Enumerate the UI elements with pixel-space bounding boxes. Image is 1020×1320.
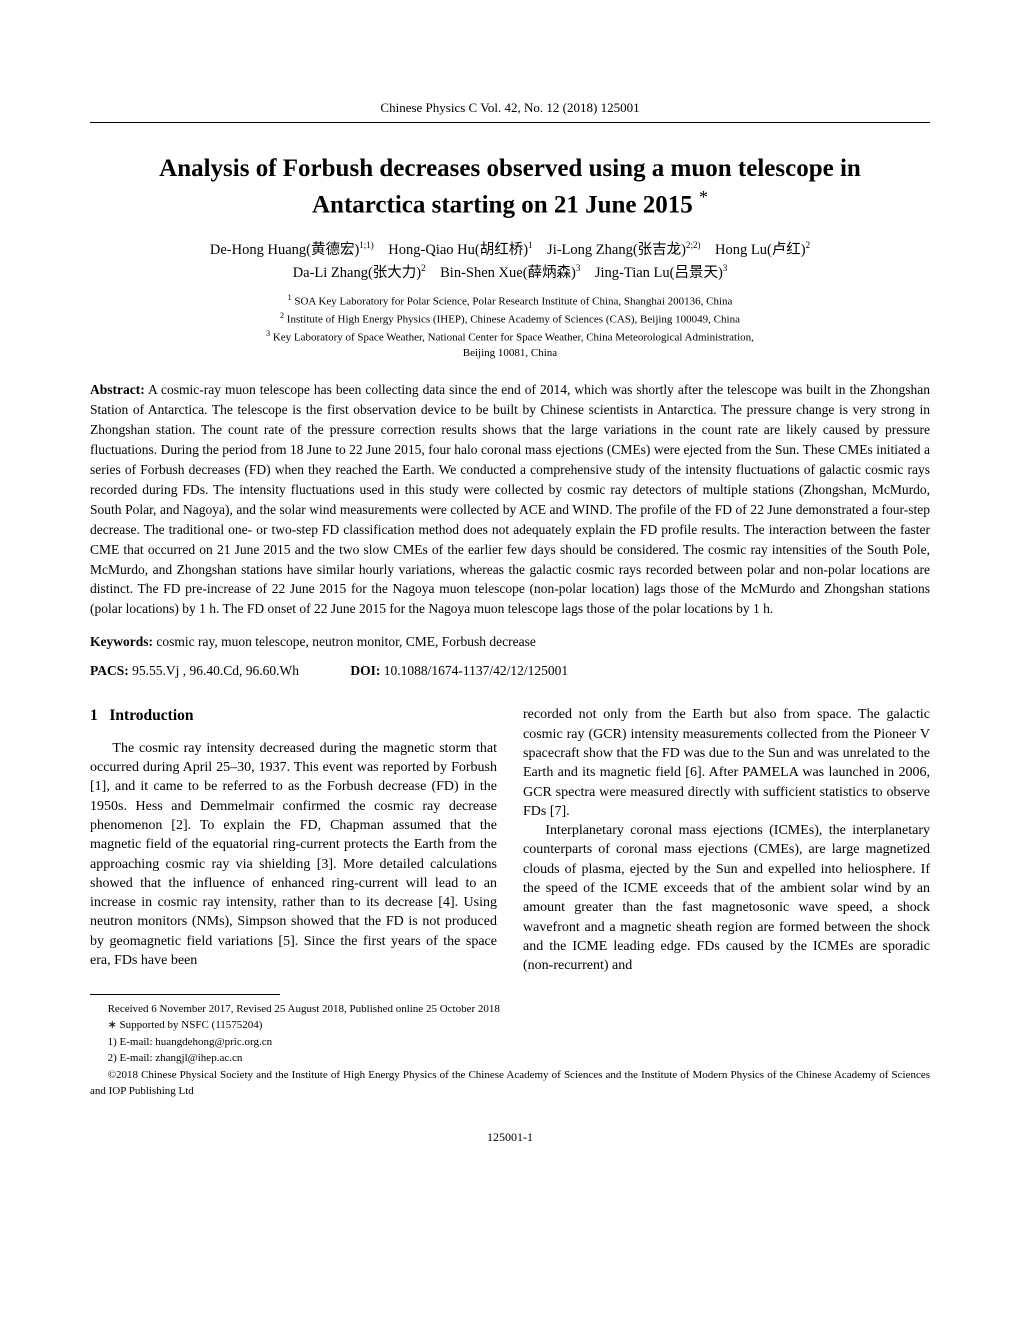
authors-block: De-Hong Huang(黄德宏)1;1) Hong-Qiao Hu(胡红桥)… [90, 239, 930, 284]
para-col1-1: The cosmic ray intensity decreased durin… [90, 739, 497, 971]
affil-4: Beijing 10081, China [463, 347, 557, 359]
author-6: Bin-Shen Xue(薛炳森) [440, 265, 576, 281]
abstract: Abstract: A cosmic-ray muon telescope ha… [90, 380, 930, 620]
affil-1: SOA Key Laboratory for Polar Science, Po… [292, 296, 733, 308]
author-1-sup: 1;1) [359, 241, 374, 251]
affil-2: Institute of High Energy Physics (IHEP),… [284, 314, 740, 326]
section-number: 1 [90, 707, 98, 724]
section-heading: 1 Introduction [90, 705, 497, 726]
affiliations: 1 SOA Key Laboratory for Polar Science, … [90, 292, 930, 362]
author-1: De-Hong Huang(黄德宏) [210, 242, 359, 258]
body-columns: 1 Introduction The cosmic ray intensity … [90, 705, 930, 975]
pacs-label: PACS: [90, 663, 129, 678]
pacs-line: PACS: 95.55.Vj , 96.40.Cd, 96.60.Wh DOI:… [90, 660, 930, 683]
author-4-sup: 2 [806, 241, 811, 251]
footnote-copyright: ©2018 Chinese Physical Society and the I… [90, 1067, 930, 1100]
footnote-funding: ∗ Supported by NSFC (11575204) [90, 1017, 930, 1034]
author-2-sup: 1 [528, 241, 533, 251]
author-4: Hong Lu(卢红) [715, 242, 806, 258]
page-number: 125001-1 [90, 1130, 930, 1145]
author-3: Ji-Long Zhang(张吉龙) [547, 242, 686, 258]
column-left: 1 Introduction The cosmic ray intensity … [90, 705, 497, 975]
footnotes: Received 6 November 2017, Revised 25 Aug… [90, 1001, 930, 1100]
keywords-line: Keywords: cosmic ray, muon telescope, ne… [90, 631, 930, 654]
footnote-email-2: 2) E-mail: zhangjl@ihep.ac.cn [90, 1050, 930, 1067]
paper-title: Analysis of Forbush decreases observed u… [90, 153, 930, 221]
top-rule [90, 122, 930, 123]
author-2: Hong-Qiao Hu(胡红桥) [388, 242, 528, 258]
running-head: Chinese Physics C Vol. 42, No. 12 (2018)… [90, 100, 930, 116]
section-title: Introduction [109, 707, 193, 724]
title-line-2: Antarctica starting on 21 June 2015 [312, 191, 693, 218]
title-line-1: Analysis of Forbush decreases observed u… [159, 155, 861, 182]
keywords-text: cosmic ray, muon telescope, neutron moni… [153, 634, 536, 649]
author-3-sup: 2;2) [686, 241, 701, 251]
pacs-text: 95.55.Vj , 96.40.Cd, 96.60.Wh [129, 663, 299, 678]
doi-text: 10.1088/1674-1137/42/12/125001 [380, 663, 568, 678]
abstract-label: Abstract: [90, 382, 145, 397]
column-right: recorded not only from the Earth but als… [523, 705, 930, 975]
title-asterisk: * [699, 187, 708, 207]
author-5: Da-Li Zhang(张大力) [293, 265, 421, 281]
footnote-rule [90, 994, 280, 995]
author-7: Jing-Tian Lu(吕景天) [595, 265, 723, 281]
keywords-label: Keywords: [90, 634, 153, 649]
author-7-sup: 3 [723, 263, 728, 273]
author-6-sup: 3 [576, 263, 581, 273]
footnote-email-1: 1) E-mail: huangdehong@pric.org.cn [90, 1034, 930, 1051]
para-col2-2: Interplanetary coronal mass ejections (I… [523, 821, 930, 976]
author-5-sup: 2 [421, 263, 426, 273]
page: Chinese Physics C Vol. 42, No. 12 (2018)… [0, 0, 1020, 1205]
footnote-received: Received 6 November 2017, Revised 25 Aug… [90, 1001, 930, 1018]
abstract-text: A cosmic-ray muon telescope has been col… [90, 382, 930, 617]
affil-3: Key Laboratory of Space Weather, Nationa… [270, 332, 754, 344]
para-col2-1: recorded not only from the Earth but als… [523, 705, 930, 821]
doi-label: DOI: [350, 663, 380, 678]
